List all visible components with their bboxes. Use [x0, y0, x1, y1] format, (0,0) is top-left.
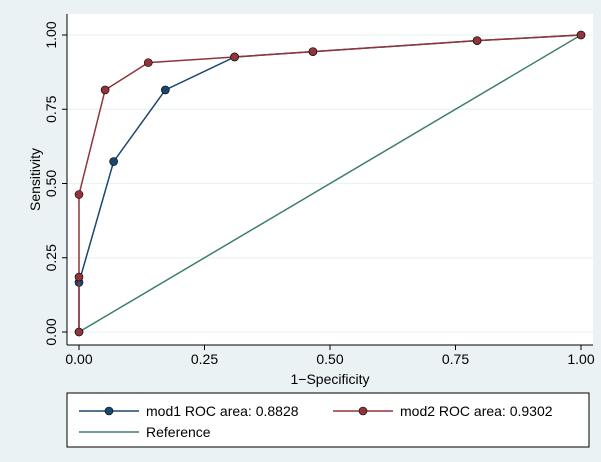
- y-axis-title: Sensitivity: [27, 148, 43, 211]
- data-point-mod2-roc-area-0-9302: [74, 327, 84, 337]
- data-point-mod2-roc-area-0-9302: [143, 58, 153, 67]
- legend-label-mod1-roc-area-0-8828: mod1 ROC area: 0.8828: [146, 403, 299, 419]
- legend-marker-mod1-roc-area-0-8828: [104, 406, 114, 416]
- data-point-mod2-roc-area-0-9302: [74, 272, 84, 282]
- x-axis-title: 1−Specificity: [291, 371, 370, 387]
- y-tick-label: 0.75: [43, 95, 59, 122]
- legend-box: [66, 392, 590, 448]
- data-point-mod2-roc-area-0-9302: [230, 52, 239, 62]
- y-tick-label: 0.00: [43, 318, 59, 345]
- y-tick-label: 1.00: [43, 21, 59, 48]
- data-point-mod2-roc-area-0-9302: [74, 190, 84, 199]
- x-tick-label: 0.00: [65, 351, 92, 367]
- x-tick-label: 0.75: [442, 351, 469, 367]
- x-tick-label: 0.50: [316, 351, 343, 367]
- data-point-mod2-roc-area-0-9302: [308, 47, 318, 56]
- data-point-mod1-roc-area-0-8828: [109, 157, 118, 166]
- data-point-mod2-roc-area-0-9302: [100, 85, 110, 95]
- y-tick-label: 0.25: [43, 244, 59, 271]
- y-tick-label: 0.50: [43, 170, 59, 197]
- legend-label-mod2-roc-area-0-9302: mod2 ROC area: 0.9302: [400, 403, 553, 419]
- data-point-mod1-roc-area-0-8828: [161, 85, 170, 95]
- series-line-reference: [78, 34, 582, 333]
- legend-label-reference: Reference: [146, 424, 211, 440]
- plot-area: [67, 14, 593, 345]
- legend-marker-mod2-roc-area-0-9302: [358, 406, 368, 416]
- x-tick-label: 1.00: [567, 351, 594, 367]
- data-point-mod2-roc-area-0-9302: [576, 30, 586, 40]
- x-tick-label: 0.25: [191, 351, 218, 367]
- data-point-mod2-roc-area-0-9302: [472, 36, 482, 45]
